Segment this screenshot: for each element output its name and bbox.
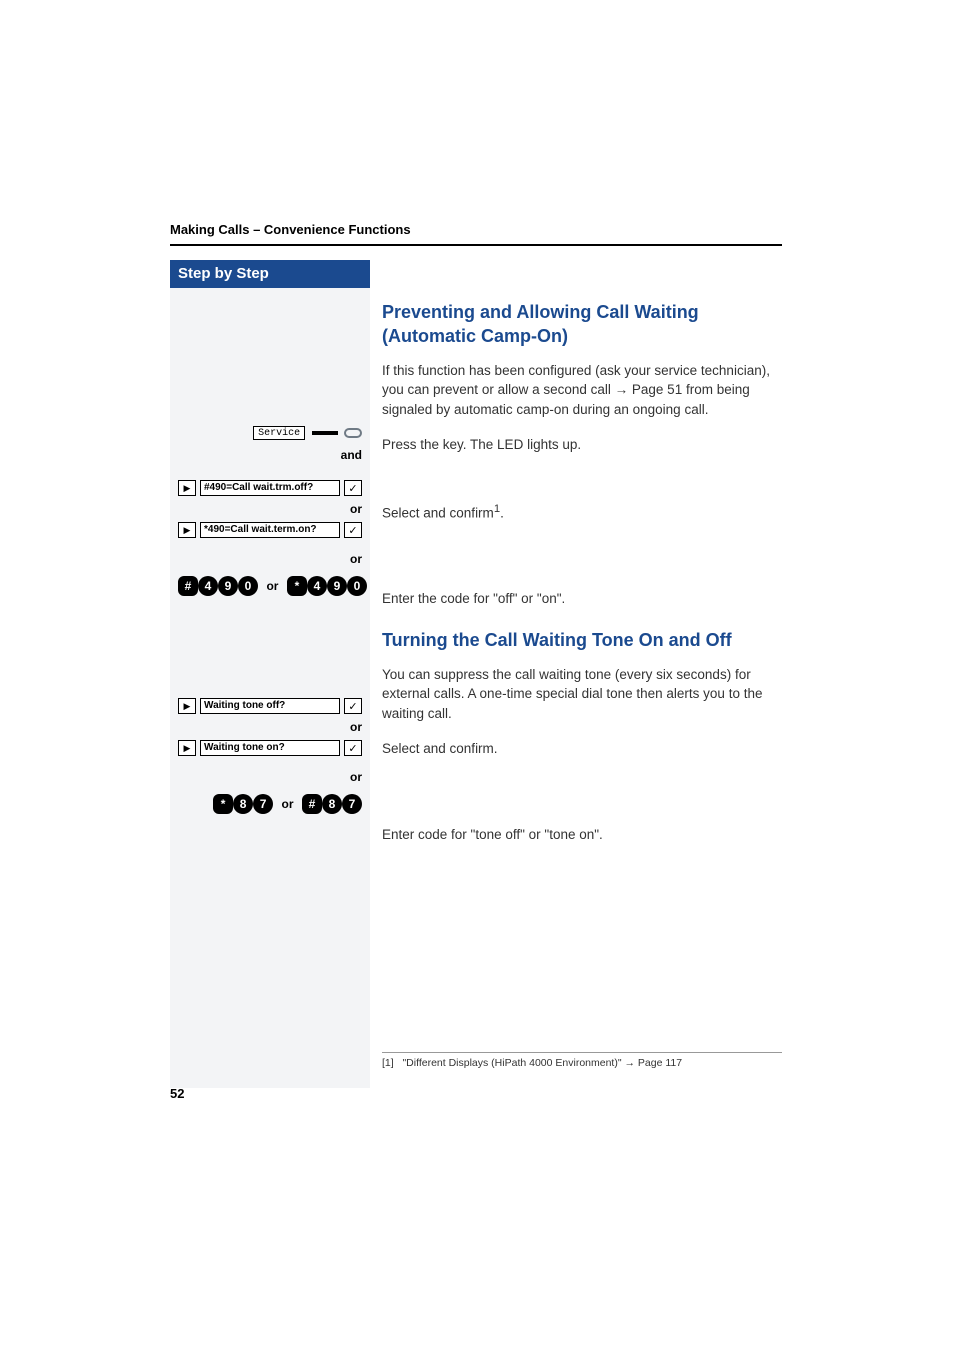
instruction-enter-code-1: Enter the code for "off" or "on". xyxy=(382,589,782,609)
instruction-select-confirm-1: Select and confirm1. xyxy=(382,501,782,523)
paragraph-waiting-tone: You can suppress the call waiting tone (… xyxy=(382,665,782,724)
option-label: *490=Call wait.term.on? xyxy=(200,522,340,538)
keypad-key: * xyxy=(213,794,233,814)
check-icon: ✓ xyxy=(344,698,362,714)
page-number: 52 xyxy=(170,1086,184,1101)
option-row-waiting-tone-off: ▶ Waiting tone off? ✓ xyxy=(178,698,362,714)
keypad-key: # xyxy=(302,794,322,814)
play-icon: ▶ xyxy=(178,698,196,714)
play-icon: ▶ xyxy=(178,522,196,538)
connector-or: or xyxy=(178,770,362,784)
option-row-call-wait-off: ▶ #490=Call wait.trm.off? ✓ xyxy=(178,480,362,496)
footnote: [1] "Different Displays (HiPath 4000 Env… xyxy=(382,1052,782,1069)
keypad-key: 8 xyxy=(322,794,342,814)
keypad-key: 7 xyxy=(253,794,273,814)
header-rule xyxy=(170,244,782,246)
footnote-marker: [1] xyxy=(382,1057,394,1069)
keypad-key: 9 xyxy=(218,576,238,596)
right-column: Preventing and Allowing Call Waiting (Au… xyxy=(382,288,782,845)
play-icon: ▶ xyxy=(178,480,196,496)
keypad-key: # xyxy=(178,576,198,596)
keypad-key: 4 xyxy=(307,576,327,596)
footnote-part-b: Page 117 xyxy=(638,1057,682,1069)
keypad-key: 4 xyxy=(198,576,218,596)
check-icon: ✓ xyxy=(344,480,362,496)
check-icon: ✓ xyxy=(344,740,362,756)
heading-line2: (Automatic Camp-On) xyxy=(382,326,568,346)
keypad-key: 8 xyxy=(233,794,253,814)
service-led-icon xyxy=(344,428,362,438)
footnote-rule xyxy=(382,1052,782,1053)
select-confirm-text: Select and confirm xyxy=(382,505,494,520)
left-column: Service and ▶ #490=Call wait.trm.off? ✓ … xyxy=(170,288,370,1088)
play-icon: ▶ xyxy=(178,740,196,756)
heading-waiting-tone: Turning the Call Waiting Tone On and Off xyxy=(382,628,782,652)
connector-or-inline: or xyxy=(266,579,278,593)
footnote-text: [1] "Different Displays (HiPath 4000 Env… xyxy=(382,1057,782,1069)
instruction-press-key: Press the key. The LED lights up. xyxy=(382,435,782,455)
option-label: #490=Call wait.trm.off? xyxy=(200,480,340,496)
connector-or: or xyxy=(178,502,362,516)
option-row-call-wait-on: ▶ *490=Call wait.term.on? ✓ xyxy=(178,522,362,538)
arrow-icon: → xyxy=(624,1057,635,1069)
period: . xyxy=(500,505,504,520)
heading-line1: Preventing and Allowing Call Waiting xyxy=(382,302,699,322)
keypad-key: * xyxy=(287,576,307,596)
section-header: Making Calls – Convenience Functions xyxy=(170,222,411,237)
option-label: Waiting tone off? xyxy=(200,698,340,714)
connector-or-inline: or xyxy=(282,797,294,811)
code-key-row-2: *87 or #87 xyxy=(178,794,362,814)
keypad-key: 0 xyxy=(238,576,258,596)
keypad-key: 9 xyxy=(327,576,347,596)
service-key-label: Service xyxy=(253,426,305,440)
keypad-key: 0 xyxy=(347,576,367,596)
step-by-step-bar: Step by Step xyxy=(170,260,370,288)
connector-or: or xyxy=(178,552,362,566)
footnote-part-a: "Different Displays (HiPath 4000 Environ… xyxy=(402,1057,624,1069)
connector-or: or xyxy=(178,720,362,734)
instruction-enter-code-2: Enter code for "tone off" or "tone on". xyxy=(382,825,782,845)
heading-prevent-allow: Preventing and Allowing Call Waiting (Au… xyxy=(382,300,782,349)
arrow-icon: → xyxy=(615,382,629,397)
instruction-select-confirm-2: Select and confirm. xyxy=(382,739,782,759)
check-icon: ✓ xyxy=(344,522,362,538)
keypad-key: 7 xyxy=(342,794,362,814)
connector-and: and xyxy=(178,448,362,462)
option-label: Waiting tone on? xyxy=(200,740,340,756)
service-key-row: Service xyxy=(178,424,362,442)
code-key-row-1: #490 or *490 xyxy=(178,576,362,596)
service-bar-icon xyxy=(312,431,338,435)
paragraph-prevent-allow: If this function has been configured (as… xyxy=(382,361,782,420)
option-row-waiting-tone-on: ▶ Waiting tone on? ✓ xyxy=(178,740,362,756)
